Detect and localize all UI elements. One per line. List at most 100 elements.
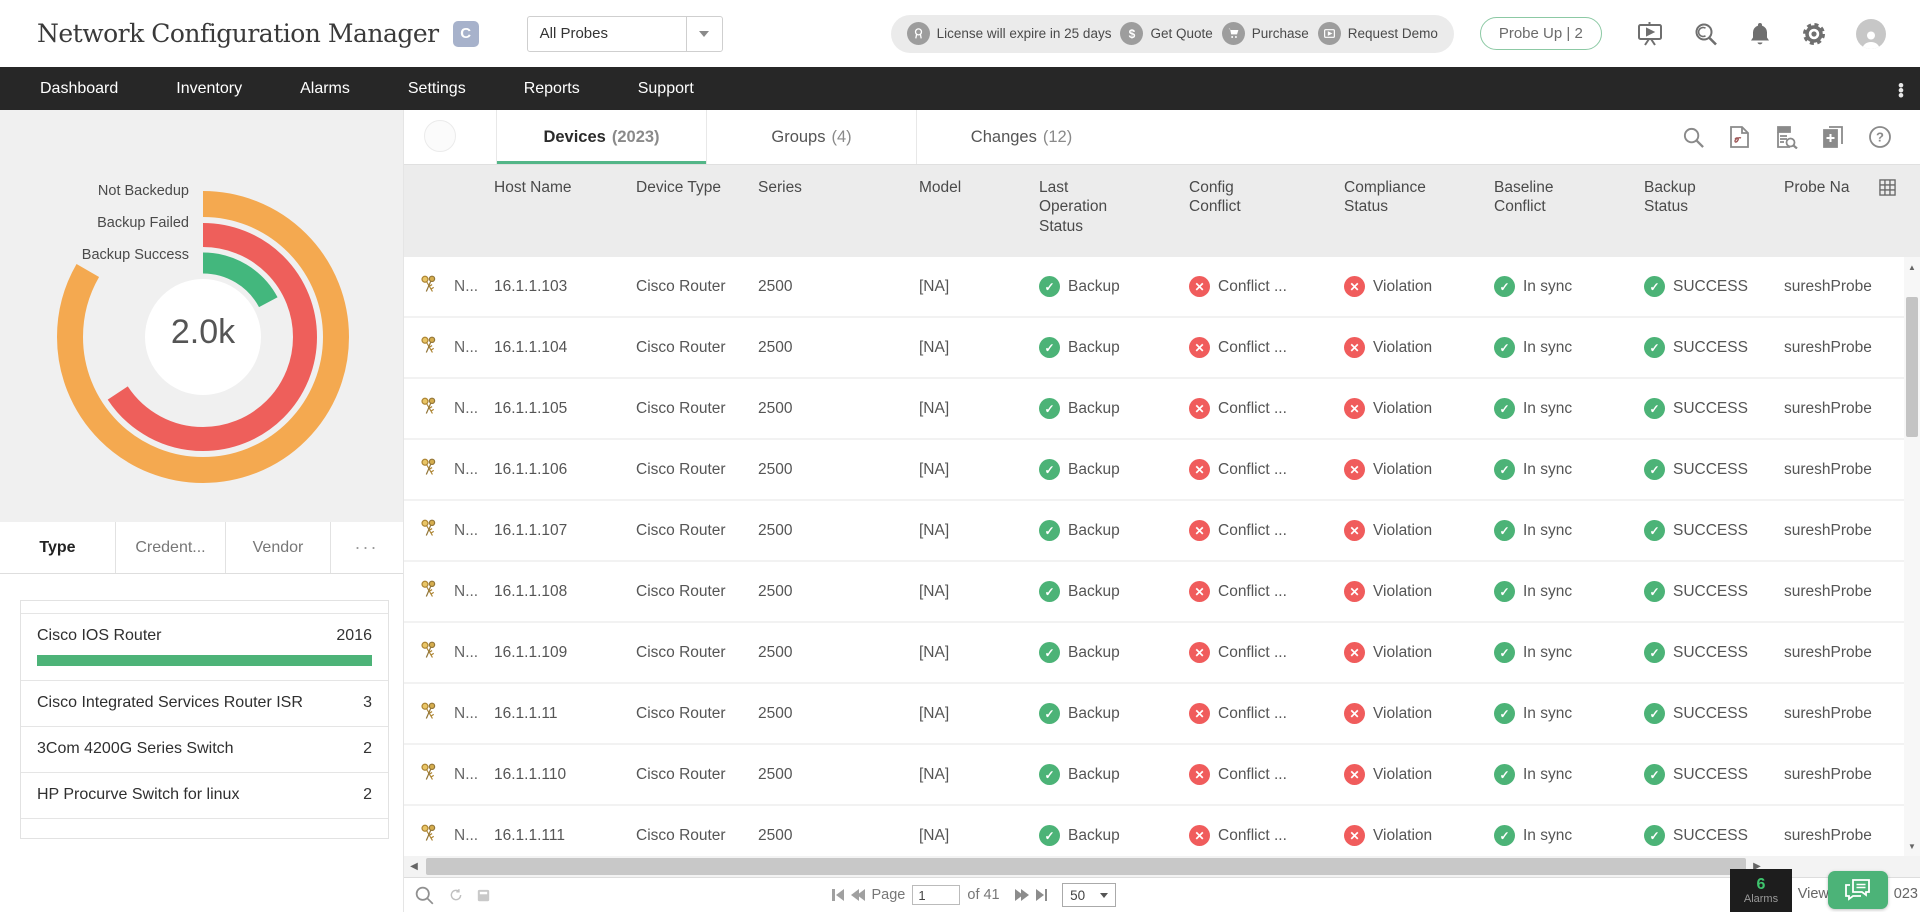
export-pdf-icon[interactable] xyxy=(1729,125,1750,149)
host-name-cell[interactable]: 16.1.1.106 xyxy=(494,460,568,478)
notifications-bell-icon[interactable] xyxy=(1748,21,1772,47)
device-name-truncated[interactable]: N... xyxy=(454,338,479,356)
nav-item[interactable]: Alarms xyxy=(300,79,350,97)
prev-page-button[interactable] xyxy=(850,889,865,901)
device-name-truncated[interactable]: N... xyxy=(454,460,479,478)
table-row[interactable]: N... 16.1.1.104 Cisco Router 2500 [NA] B… xyxy=(404,318,1920,379)
config-conflict-cell[interactable]: Conflict ... xyxy=(1189,825,1344,846)
page-size-select[interactable]: 50 xyxy=(1062,883,1117,907)
sidebar-tab[interactable]: Credent... xyxy=(115,522,225,573)
purchase-button[interactable]: Purchase xyxy=(1221,22,1309,45)
search-icon[interactable] xyxy=(1693,21,1719,47)
table-row[interactable]: N... 16.1.1.110 Cisco Router 2500 [NA] B… xyxy=(404,745,1920,806)
column-chooser-icon[interactable] xyxy=(1879,179,1896,201)
table-row[interactable]: N... 16.1.1.106 Cisco Router 2500 [NA] B… xyxy=(404,440,1920,501)
user-avatar[interactable] xyxy=(1855,18,1886,49)
config-conflict-cell[interactable]: Conflict ... xyxy=(1189,764,1344,785)
compliance-status-cell[interactable]: Violation xyxy=(1344,581,1494,602)
vertical-scrollbar[interactable]: ▲ ▼ xyxy=(1904,257,1920,856)
chart-legend-item[interactable]: Not Backedup xyxy=(97,183,189,199)
donut-segment[interactable] xyxy=(118,252,288,422)
config-diff-doc-icon[interactable] xyxy=(1822,125,1844,149)
config-conflict-cell[interactable]: Conflict ... xyxy=(1189,276,1344,297)
sidebar-tab[interactable]: Vendor xyxy=(225,522,330,573)
device-name-truncated[interactable]: N... xyxy=(454,582,479,600)
scroll-down-arrow-icon[interactable]: ▼ xyxy=(1908,841,1916,851)
refresh-icon[interactable] xyxy=(449,888,463,902)
horizontal-scroll-thumb[interactable] xyxy=(426,858,1746,875)
donut-segment[interactable] xyxy=(57,191,349,483)
settings-gear-icon[interactable] xyxy=(1801,21,1827,47)
column-header-device-type[interactable]: Device Type xyxy=(636,179,722,196)
table-row[interactable]: N... 16.1.1.103 Cisco Router 2500 [NA] B… xyxy=(404,257,1920,318)
device-name-truncated[interactable]: N... xyxy=(454,521,479,539)
device-type-row[interactable]: Cisco IOS Router 2016 xyxy=(21,613,388,680)
table-row[interactable]: N... 16.1.1.11 Cisco Router 2500 [NA] Ba… xyxy=(404,684,1920,745)
host-name-cell[interactable]: 16.1.1.111 xyxy=(494,826,565,844)
presentation-icon[interactable] xyxy=(1636,21,1664,47)
nav-item[interactable]: Reports xyxy=(523,79,580,97)
device-name-truncated[interactable]: N... xyxy=(454,765,479,783)
footer-search-icon[interactable] xyxy=(414,885,435,906)
table-row[interactable]: N... 16.1.1.108 Cisco Router 2500 [NA] B… xyxy=(404,562,1920,623)
column-header-backup-status[interactable]: Backup Status xyxy=(1644,179,1696,216)
page-number-input[interactable] xyxy=(912,885,961,905)
select-all-circle[interactable] xyxy=(424,120,456,152)
request-demo-button[interactable]: Request Demo xyxy=(1317,22,1438,45)
column-header-model[interactable]: Model xyxy=(919,179,962,196)
main-tab[interactable]: Devices (2023) xyxy=(496,110,706,164)
column-header-config-conflict[interactable]: Config Conflict xyxy=(1189,179,1241,216)
nav-more-kebab-icon[interactable]: • • • xyxy=(1898,76,1904,105)
host-name-cell[interactable]: 16.1.1.105 xyxy=(494,399,568,417)
device-name-truncated[interactable]: N... xyxy=(454,277,479,295)
scroll-right-arrow-icon[interactable]: ▶ xyxy=(1753,861,1761,872)
nav-item[interactable]: Settings xyxy=(407,79,466,97)
probe-selector-dropdown[interactable]: All Probes xyxy=(526,15,723,52)
device-name-truncated[interactable]: N... xyxy=(454,643,479,661)
nav-item[interactable]: Dashboard xyxy=(40,79,119,97)
nav-item[interactable]: Support xyxy=(637,79,694,97)
next-page-button[interactable] xyxy=(1014,889,1029,901)
config-conflict-cell[interactable]: Conflict ... xyxy=(1189,337,1344,358)
config-conflict-cell[interactable]: Conflict ... xyxy=(1189,520,1344,541)
main-tab[interactable]: Groups (4) xyxy=(706,110,916,164)
compliance-status-cell[interactable]: Violation xyxy=(1344,398,1494,419)
column-header-series[interactable]: Series xyxy=(758,179,802,196)
license-warning[interactable]: License will expire in 25 days xyxy=(906,22,1111,45)
device-type-row[interactable]: HP Procurve Switch for linux 2 xyxy=(21,772,388,818)
chat-support-button[interactable] xyxy=(1828,871,1888,909)
host-name-cell[interactable]: 16.1.1.109 xyxy=(494,643,568,661)
chart-legend-item[interactable]: Backup Success xyxy=(81,247,189,263)
summary-icon[interactable] xyxy=(477,889,490,902)
table-row[interactable]: N... 16.1.1.105 Cisco Router 2500 [NA] B… xyxy=(404,379,1920,440)
first-page-button[interactable] xyxy=(832,889,844,901)
device-type-row[interactable]: Cisco Integrated Services Router ISR 3 xyxy=(21,680,388,726)
column-header-host-name[interactable]: Host Name xyxy=(494,179,572,196)
last-page-button[interactable] xyxy=(1035,889,1048,901)
device-name-truncated[interactable]: N... xyxy=(454,826,479,844)
chart-legend-item[interactable]: Backup Failed xyxy=(97,215,189,231)
compliance-status-cell[interactable]: Violation xyxy=(1344,764,1494,785)
compliance-status-cell[interactable]: Violation xyxy=(1344,520,1494,541)
probe-status-pill[interactable]: Probe Up | 2 xyxy=(1479,17,1602,50)
sidebar-tab[interactable]: Type xyxy=(39,538,76,556)
audit-search-doc-icon[interactable] xyxy=(1774,125,1798,149)
sidebar-tabs-more-icon[interactable]: ... xyxy=(330,522,403,573)
table-search-icon[interactable] xyxy=(1682,126,1705,149)
host-name-cell[interactable]: 16.1.1.108 xyxy=(494,582,568,600)
compliance-status-cell[interactable]: Violation xyxy=(1344,337,1494,358)
compliance-status-cell[interactable]: Violation xyxy=(1344,276,1494,297)
column-header-last-operation-status[interactable]: Last Operation Status xyxy=(1039,179,1108,235)
host-name-cell[interactable]: 16.1.1.103 xyxy=(494,277,568,295)
get-quote-button[interactable]: $ Get Quote xyxy=(1120,22,1213,45)
probe-selector-arrow[interactable] xyxy=(685,16,722,51)
host-name-cell[interactable]: 16.1.1.107 xyxy=(494,521,568,539)
scroll-left-arrow-icon[interactable]: ◀ xyxy=(410,861,418,872)
alarms-widget[interactable]: 6 Alarms xyxy=(1730,869,1792,912)
donut-segment[interactable] xyxy=(89,223,317,451)
vertical-scroll-thumb[interactable] xyxy=(1906,297,1918,437)
main-tab[interactable]: Changes (12) xyxy=(916,110,1126,164)
config-conflict-cell[interactable]: Conflict ... xyxy=(1189,459,1344,480)
config-conflict-cell[interactable]: Conflict ... xyxy=(1189,581,1344,602)
device-name-truncated[interactable]: N... xyxy=(454,399,479,417)
